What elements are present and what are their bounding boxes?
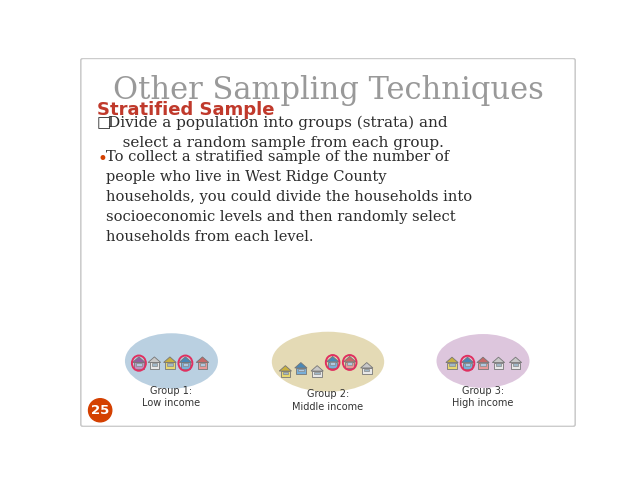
Ellipse shape [272, 332, 384, 392]
Polygon shape [447, 362, 457, 369]
Polygon shape [182, 363, 188, 366]
Polygon shape [509, 357, 522, 362]
Polygon shape [132, 357, 145, 362]
Text: 25: 25 [91, 404, 109, 417]
Polygon shape [492, 357, 504, 362]
Polygon shape [295, 362, 307, 368]
Circle shape [88, 399, 112, 422]
Polygon shape [283, 372, 288, 374]
Text: To collect a stratified sample of the number of
people who live in West Ridge Co: To collect a stratified sample of the nu… [106, 150, 472, 244]
FancyBboxPatch shape [81, 59, 575, 426]
Polygon shape [465, 363, 470, 366]
Polygon shape [511, 362, 520, 369]
Polygon shape [179, 357, 191, 362]
Polygon shape [449, 363, 455, 366]
Polygon shape [298, 369, 303, 372]
Text: Other Sampling Techniques: Other Sampling Techniques [113, 74, 543, 106]
Polygon shape [493, 362, 503, 369]
Polygon shape [311, 366, 323, 371]
Polygon shape [164, 357, 176, 362]
Polygon shape [345, 362, 355, 368]
Polygon shape [165, 362, 175, 369]
Polygon shape [330, 362, 335, 365]
Polygon shape [134, 362, 144, 369]
Polygon shape [136, 363, 141, 366]
Polygon shape [280, 371, 290, 377]
Polygon shape [360, 362, 373, 368]
Polygon shape [513, 363, 518, 366]
Polygon shape [279, 366, 291, 371]
Text: Stratified Sample: Stratified Sample [97, 101, 275, 120]
Polygon shape [446, 357, 458, 362]
Polygon shape [347, 362, 353, 365]
Polygon shape [328, 362, 337, 368]
Polygon shape [314, 372, 320, 374]
Text: Group 3:
High income: Group 3: High income [452, 385, 514, 408]
Text: Group 2:
Middle income: Group 2: Middle income [292, 389, 364, 412]
Polygon shape [296, 368, 306, 374]
Polygon shape [480, 363, 486, 366]
Polygon shape [461, 357, 474, 362]
Text: Group 1:
Low income: Group 1: Low income [142, 385, 200, 408]
Ellipse shape [125, 333, 218, 389]
Polygon shape [200, 363, 205, 366]
Polygon shape [150, 362, 159, 369]
Polygon shape [496, 363, 501, 366]
Polygon shape [364, 369, 369, 372]
Polygon shape [152, 363, 157, 366]
Polygon shape [196, 357, 209, 362]
Polygon shape [326, 356, 339, 362]
Polygon shape [477, 357, 489, 362]
Polygon shape [148, 357, 161, 362]
Polygon shape [362, 368, 372, 374]
Polygon shape [344, 356, 356, 362]
Polygon shape [180, 362, 190, 369]
Polygon shape [463, 362, 472, 369]
Ellipse shape [436, 334, 529, 388]
Text: •: • [97, 150, 107, 168]
Polygon shape [167, 363, 173, 366]
Text: Divide a population into groups (strata) and
   select a random sample from each: Divide a population into groups (strata)… [108, 115, 447, 150]
Polygon shape [312, 371, 322, 377]
Text: □: □ [97, 115, 111, 131]
Polygon shape [198, 362, 207, 369]
Polygon shape [478, 362, 488, 369]
